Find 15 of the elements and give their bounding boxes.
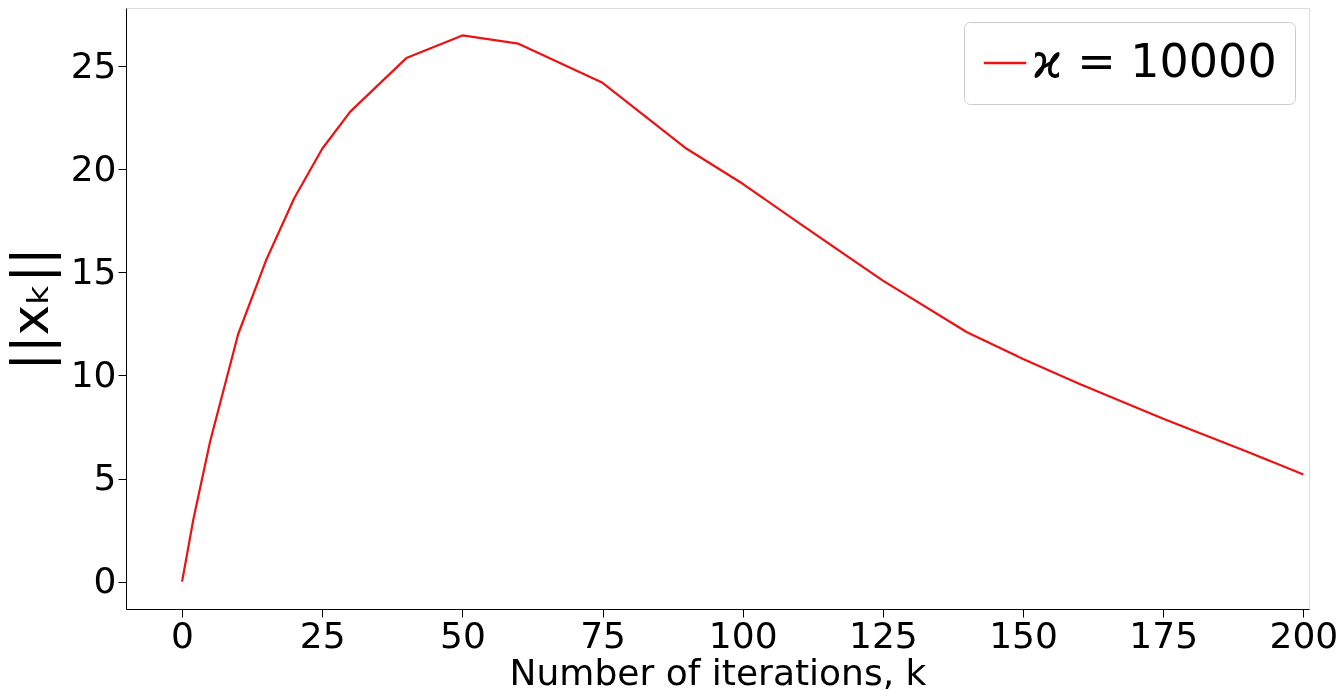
y-tick-label: 0 bbox=[93, 560, 117, 602]
y-tick-label: 15 bbox=[70, 250, 117, 292]
x-tick-label: 150 bbox=[989, 614, 1058, 656]
x-tick-label: 175 bbox=[1129, 614, 1199, 656]
x-tick-label: 200 bbox=[1269, 614, 1339, 656]
y-axis-title: ||xₖ|| bbox=[0, 247, 61, 371]
y-tick-label: 10 bbox=[70, 353, 117, 395]
y-tick-label: 25 bbox=[70, 44, 117, 86]
legend-label: ϰ = 10000 bbox=[1032, 34, 1277, 88]
x-tick-label: 0 bbox=[171, 614, 195, 656]
y-tick-label: 20 bbox=[70, 147, 117, 189]
x-tick-label: 25 bbox=[299, 614, 346, 656]
y-tick-label: 5 bbox=[93, 457, 117, 499]
x-tick-label: 50 bbox=[439, 614, 486, 656]
line-series bbox=[180, 34, 1305, 583]
